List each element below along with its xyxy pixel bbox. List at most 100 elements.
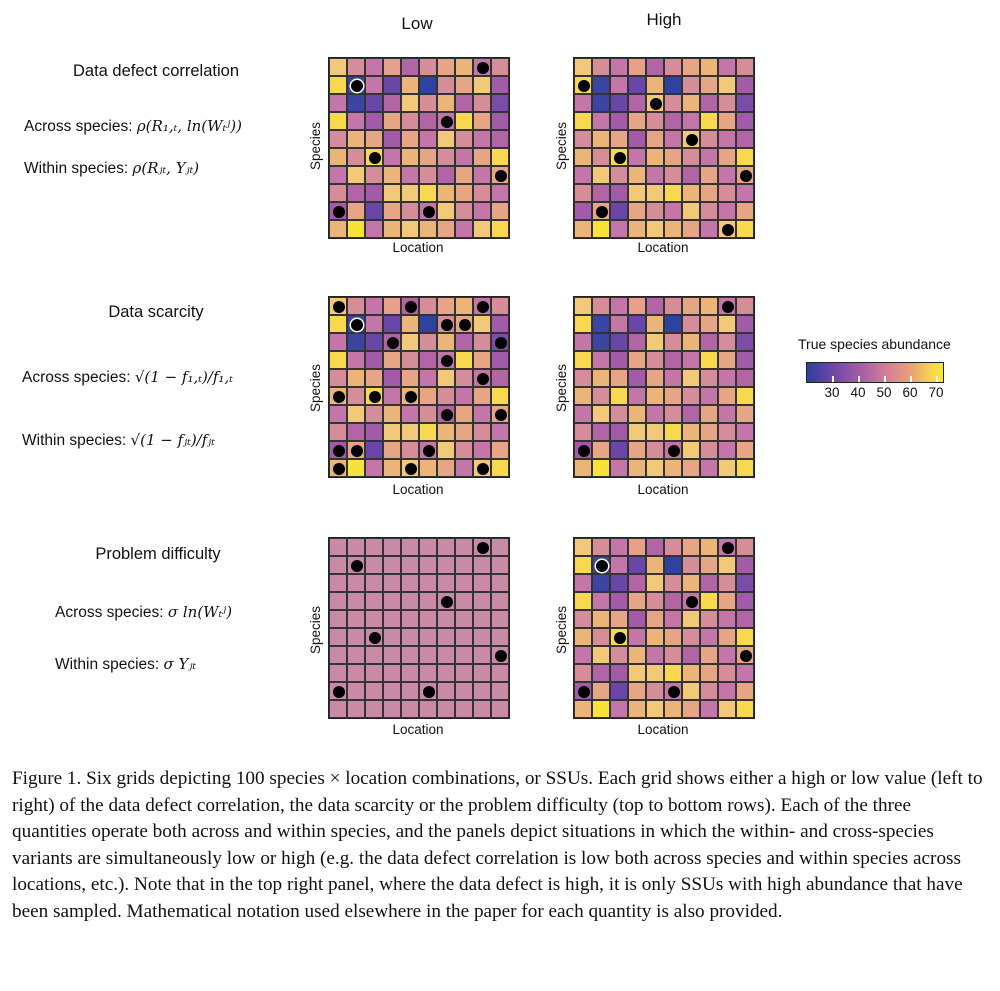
grid-cell — [610, 423, 628, 441]
grid-cell — [682, 297, 700, 315]
sampled-marker — [351, 445, 363, 457]
sampled-marker — [333, 445, 345, 457]
sampled-marker — [405, 391, 417, 403]
grid-cell — [419, 405, 437, 423]
grid-cell — [491, 58, 509, 76]
grid-cell — [437, 610, 455, 628]
grid-cell — [700, 664, 718, 682]
grid-cell — [700, 112, 718, 130]
formula-label: Across species: — [24, 118, 137, 135]
grid-cell — [473, 369, 491, 387]
grid-cell — [401, 333, 419, 351]
grid-cell — [419, 333, 437, 351]
grid-cell — [455, 387, 473, 405]
grid-cell — [437, 459, 455, 477]
grid-cell — [473, 76, 491, 94]
grid-cell — [347, 315, 365, 333]
grid-cell — [574, 369, 592, 387]
grid-cell — [437, 220, 455, 238]
grid-cell — [419, 592, 437, 610]
grid-cell — [682, 441, 700, 459]
figure-caption: Figure 1. Six grids depicting 100 specie… — [12, 768, 983, 922]
grid-cell — [574, 112, 592, 130]
grid-cell — [574, 184, 592, 202]
grid-cell — [473, 646, 491, 664]
sampled-marker — [333, 463, 345, 475]
grid-cell — [736, 459, 754, 477]
grid-cell — [718, 574, 736, 592]
grid-cell — [347, 610, 365, 628]
sampled-marker — [614, 152, 626, 164]
grid-cell — [682, 184, 700, 202]
grid-cell — [682, 646, 700, 664]
grid-cell — [664, 538, 682, 556]
grid-cell — [610, 574, 628, 592]
grid-cell — [646, 646, 664, 664]
grid-cell — [736, 297, 754, 315]
grid-cell — [700, 556, 718, 574]
formula-math: σ ln(Wₜʲ) — [167, 603, 233, 621]
grid-cell — [664, 628, 682, 646]
grid-cell — [365, 441, 383, 459]
grid-cell — [718, 646, 736, 664]
grid-cell — [574, 610, 592, 628]
grid-cell — [664, 76, 682, 94]
grid-cell — [592, 628, 610, 646]
grid-cell — [700, 351, 718, 369]
row-title-difficulty: Problem difficulty — [95, 545, 221, 563]
grid-cell — [455, 112, 473, 130]
grid-cell — [365, 351, 383, 369]
grid-cell — [419, 58, 437, 76]
grid-cell — [664, 700, 682, 718]
grid-cell — [437, 441, 455, 459]
grid-cell — [628, 166, 646, 184]
grid-cell — [646, 202, 664, 220]
row-title-defect: Data defect correlation — [72, 62, 239, 80]
legend-tick-mark — [884, 376, 886, 382]
grid-cell — [718, 184, 736, 202]
grid-cell — [682, 112, 700, 130]
grid-cell — [592, 405, 610, 423]
grid-cell — [736, 664, 754, 682]
sampled-marker — [369, 152, 381, 164]
grid-cell — [646, 112, 664, 130]
grid-cell — [401, 556, 419, 574]
grid-cell — [718, 423, 736, 441]
grid-cell — [455, 628, 473, 646]
grid-cell — [491, 423, 509, 441]
grid-cell — [365, 610, 383, 628]
grid-cell — [437, 405, 455, 423]
grid-cell — [401, 423, 419, 441]
grid-cell — [736, 130, 754, 148]
grid-cell — [383, 556, 401, 574]
grid-cell — [736, 700, 754, 718]
sampled-marker — [441, 319, 453, 331]
grid-cell — [700, 166, 718, 184]
grid-cell — [383, 700, 401, 718]
grid-cell — [365, 664, 383, 682]
grid-cell — [491, 351, 509, 369]
grid-cell — [664, 112, 682, 130]
grid-cell — [365, 459, 383, 477]
grid-cell — [718, 592, 736, 610]
grid-cell — [664, 556, 682, 574]
grid-cell — [718, 202, 736, 220]
grid-cell — [574, 315, 592, 333]
grid-cell — [646, 297, 664, 315]
grid-cell — [329, 220, 347, 238]
grid-cell — [574, 220, 592, 238]
grid-cell — [646, 351, 664, 369]
grid-cell — [736, 405, 754, 423]
grid-cell — [401, 297, 419, 315]
grid-cell — [365, 202, 383, 220]
grid-cell — [491, 646, 509, 664]
grid-cell — [437, 628, 455, 646]
grid-cell — [365, 628, 383, 646]
grid-cell — [473, 538, 491, 556]
grid-cell — [437, 166, 455, 184]
grid-cell — [347, 423, 365, 441]
grid-cell — [419, 682, 437, 700]
grid-cell — [682, 574, 700, 592]
grid-cell — [383, 166, 401, 184]
grid-cell — [700, 405, 718, 423]
